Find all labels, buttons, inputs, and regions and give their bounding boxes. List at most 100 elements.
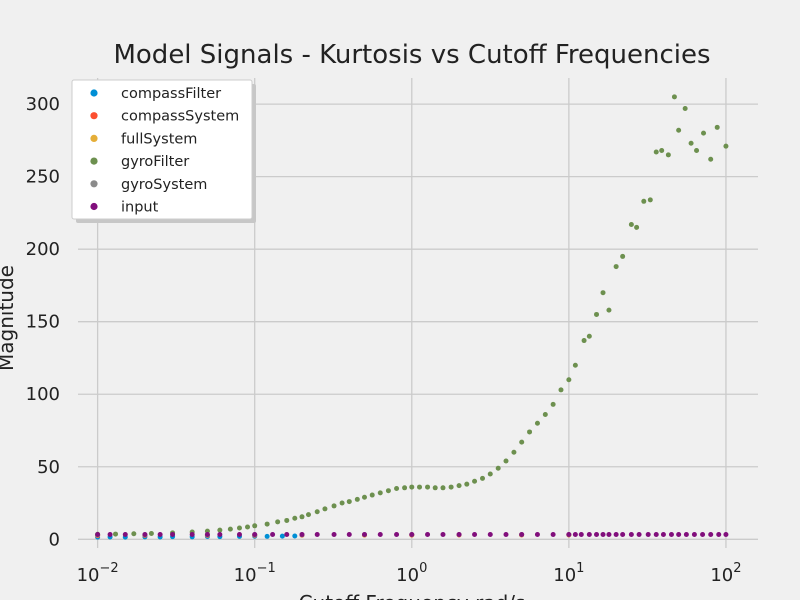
point-input — [578, 532, 584, 538]
legend-marker-compass-system — [90, 112, 98, 120]
data-points — [95, 94, 729, 540]
point-gyro-filter — [448, 484, 454, 490]
point-gyro-filter — [620, 253, 626, 259]
point-gyro-filter — [665, 152, 671, 158]
point-gyro-filter — [503, 458, 509, 464]
point-gyro-filter — [361, 494, 367, 500]
point-input — [270, 532, 276, 538]
point-gyro-filter — [456, 483, 462, 489]
legend-label-compass-filter: compassFilter — [121, 86, 221, 102]
point-input — [676, 532, 682, 538]
point-input — [157, 532, 163, 538]
legend-marker-full-system — [90, 134, 98, 142]
x-axis-label: Cutoff Frequency rad/s — [299, 591, 526, 600]
x-tick-label: 10−1 — [234, 561, 276, 586]
point-input — [572, 532, 578, 538]
point-input — [107, 532, 113, 538]
point-gyro-filter — [581, 338, 587, 344]
point-gyro-filter — [511, 449, 517, 455]
legend-marker-input — [90, 202, 98, 211]
legend-marker-compass-filter — [90, 89, 98, 97]
point-gyro-filter — [354, 496, 360, 502]
point-compass-filter — [264, 533, 270, 539]
point-gyro-filter — [495, 465, 501, 471]
point-input — [170, 532, 176, 538]
point-input — [189, 532, 195, 538]
point-gyro-filter — [131, 531, 137, 537]
point-gyro-filter — [284, 517, 290, 523]
point-gyro-filter — [628, 222, 634, 228]
point-input — [217, 532, 223, 538]
point-gyro-filter — [613, 264, 619, 270]
point-gyro-filter — [113, 531, 119, 537]
point-gyro-filter — [480, 475, 486, 481]
point-gyro-filter — [275, 519, 281, 525]
y-axis-label: Magnitude — [0, 265, 18, 371]
point-gyro-filter — [417, 484, 423, 490]
point-gyro-filter — [322, 506, 328, 512]
legend-label-compass-system: compassSystem — [121, 109, 239, 125]
point-gyro-filter — [432, 485, 438, 491]
point-gyro-filter — [641, 198, 647, 204]
point-gyro-filter — [682, 105, 688, 111]
point-gyro-filter — [385, 488, 391, 494]
x-tick-label: 102 — [710, 561, 741, 586]
point-input — [425, 532, 431, 538]
legend-label-full-system: fullSystem — [121, 131, 197, 147]
point-gyro-filter — [394, 486, 400, 492]
y-tick-label: 250 — [26, 167, 60, 188]
point-gyro-filter — [148, 530, 154, 536]
y-tick-label: 200 — [26, 239, 60, 260]
legend-label-gyro-system: gyroSystem — [121, 177, 207, 193]
point-input — [594, 532, 600, 538]
point-input — [487, 532, 493, 538]
point-input — [346, 532, 352, 538]
point-input — [691, 532, 697, 538]
chart-title: Model Signals - Kurtosis vs Cutoff Frequ… — [113, 40, 710, 70]
point-gyro-filter — [402, 485, 408, 491]
point-input — [394, 532, 400, 538]
point-gyro-filter — [440, 485, 446, 491]
point-input — [613, 532, 619, 538]
point-gyro-filter — [331, 503, 337, 509]
point-input — [566, 532, 572, 538]
point-input — [204, 532, 210, 538]
point-gyro-filter — [264, 521, 270, 527]
point-input — [550, 532, 556, 538]
point-input — [653, 532, 659, 538]
point-gyro-filter — [409, 484, 415, 490]
point-input — [645, 532, 651, 538]
point-input — [361, 532, 367, 538]
point-compass-filter — [292, 533, 298, 539]
point-gyro-filter — [606, 307, 612, 313]
y-tick-label: 300 — [26, 94, 60, 115]
y-tick-label: 50 — [37, 457, 60, 478]
point-gyro-filter — [369, 492, 375, 498]
point-gyro-filter — [694, 148, 700, 154]
point-gyro-filter — [217, 527, 223, 533]
point-gyro-filter — [594, 311, 600, 317]
point-input — [600, 532, 606, 538]
legend-box — [71, 79, 253, 220]
point-gyro-filter — [558, 387, 564, 393]
point-gyro-filter — [586, 333, 592, 339]
x-tick-label: 100 — [396, 561, 427, 586]
point-gyro-filter — [519, 439, 525, 445]
point-gyro-filter — [708, 156, 714, 162]
y-tick-label: 0 — [49, 529, 60, 550]
point-input — [440, 532, 446, 538]
point-gyro-filter — [236, 525, 242, 531]
point-gyro-filter — [534, 420, 540, 426]
x-tick-label: 10−2 — [77, 561, 119, 586]
series-input — [95, 532, 729, 538]
point-input — [723, 532, 729, 538]
point-input — [142, 532, 148, 538]
point-gyro-filter — [314, 509, 320, 515]
series-gyro-filter — [95, 94, 729, 537]
point-gyro-filter — [472, 478, 478, 484]
point-input — [314, 532, 320, 538]
point-gyro-filter — [688, 140, 694, 146]
point-gyro-filter — [647, 197, 653, 203]
point-input — [668, 532, 674, 538]
